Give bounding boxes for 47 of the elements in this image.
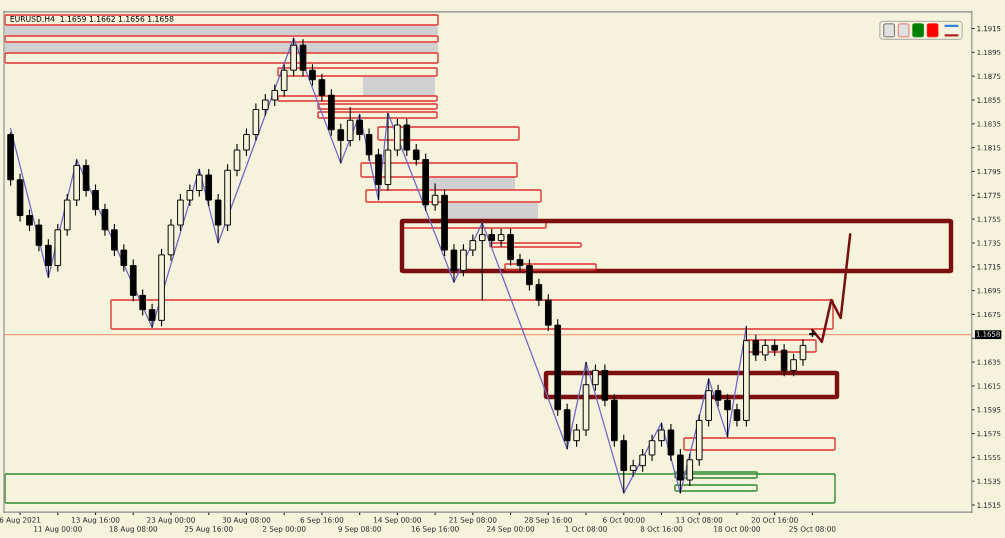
candlestick [733,403,741,427]
candlestick [35,218,43,252]
candlestick [45,238,52,279]
candlestick [195,168,203,198]
candlestick [516,253,524,273]
candlestick [724,393,731,438]
candlestick [233,143,241,177]
candlestick [120,243,128,273]
candlestick [261,93,269,117]
candlestick [346,106,354,148]
candlestick [243,128,250,157]
candlestick [752,334,760,362]
candlestick [148,303,156,329]
candlestick [412,143,420,167]
candlestick [761,338,769,362]
candlestick [101,203,109,237]
candlestick [780,343,788,377]
candlestick [365,128,373,162]
candlestick [658,422,665,448]
candlestick [714,384,722,407]
candlestick [356,113,363,142]
candlestick [271,83,279,107]
line-series [9,37,748,494]
candlestick [450,243,458,283]
candlestick [497,228,505,248]
candlestick [526,259,533,292]
candlestick [686,453,694,487]
candlestick [309,63,316,87]
candlestick [648,434,656,462]
candlestick [478,222,486,301]
candlestick [535,278,543,307]
candlestick [799,338,807,367]
candlestick [639,448,646,473]
candlestick [111,223,118,257]
candlestick [460,243,467,277]
candlestick [592,363,599,392]
candlestick [280,63,288,97]
candlestick [469,234,477,257]
candlestick [318,73,326,102]
candlestick [573,423,580,448]
candlestick [790,353,797,377]
candlestick [186,184,194,207]
candlestick [92,184,99,217]
candlestick [139,288,146,317]
candlestick [26,209,33,232]
candlestick [431,182,439,212]
candlestick [337,123,345,164]
